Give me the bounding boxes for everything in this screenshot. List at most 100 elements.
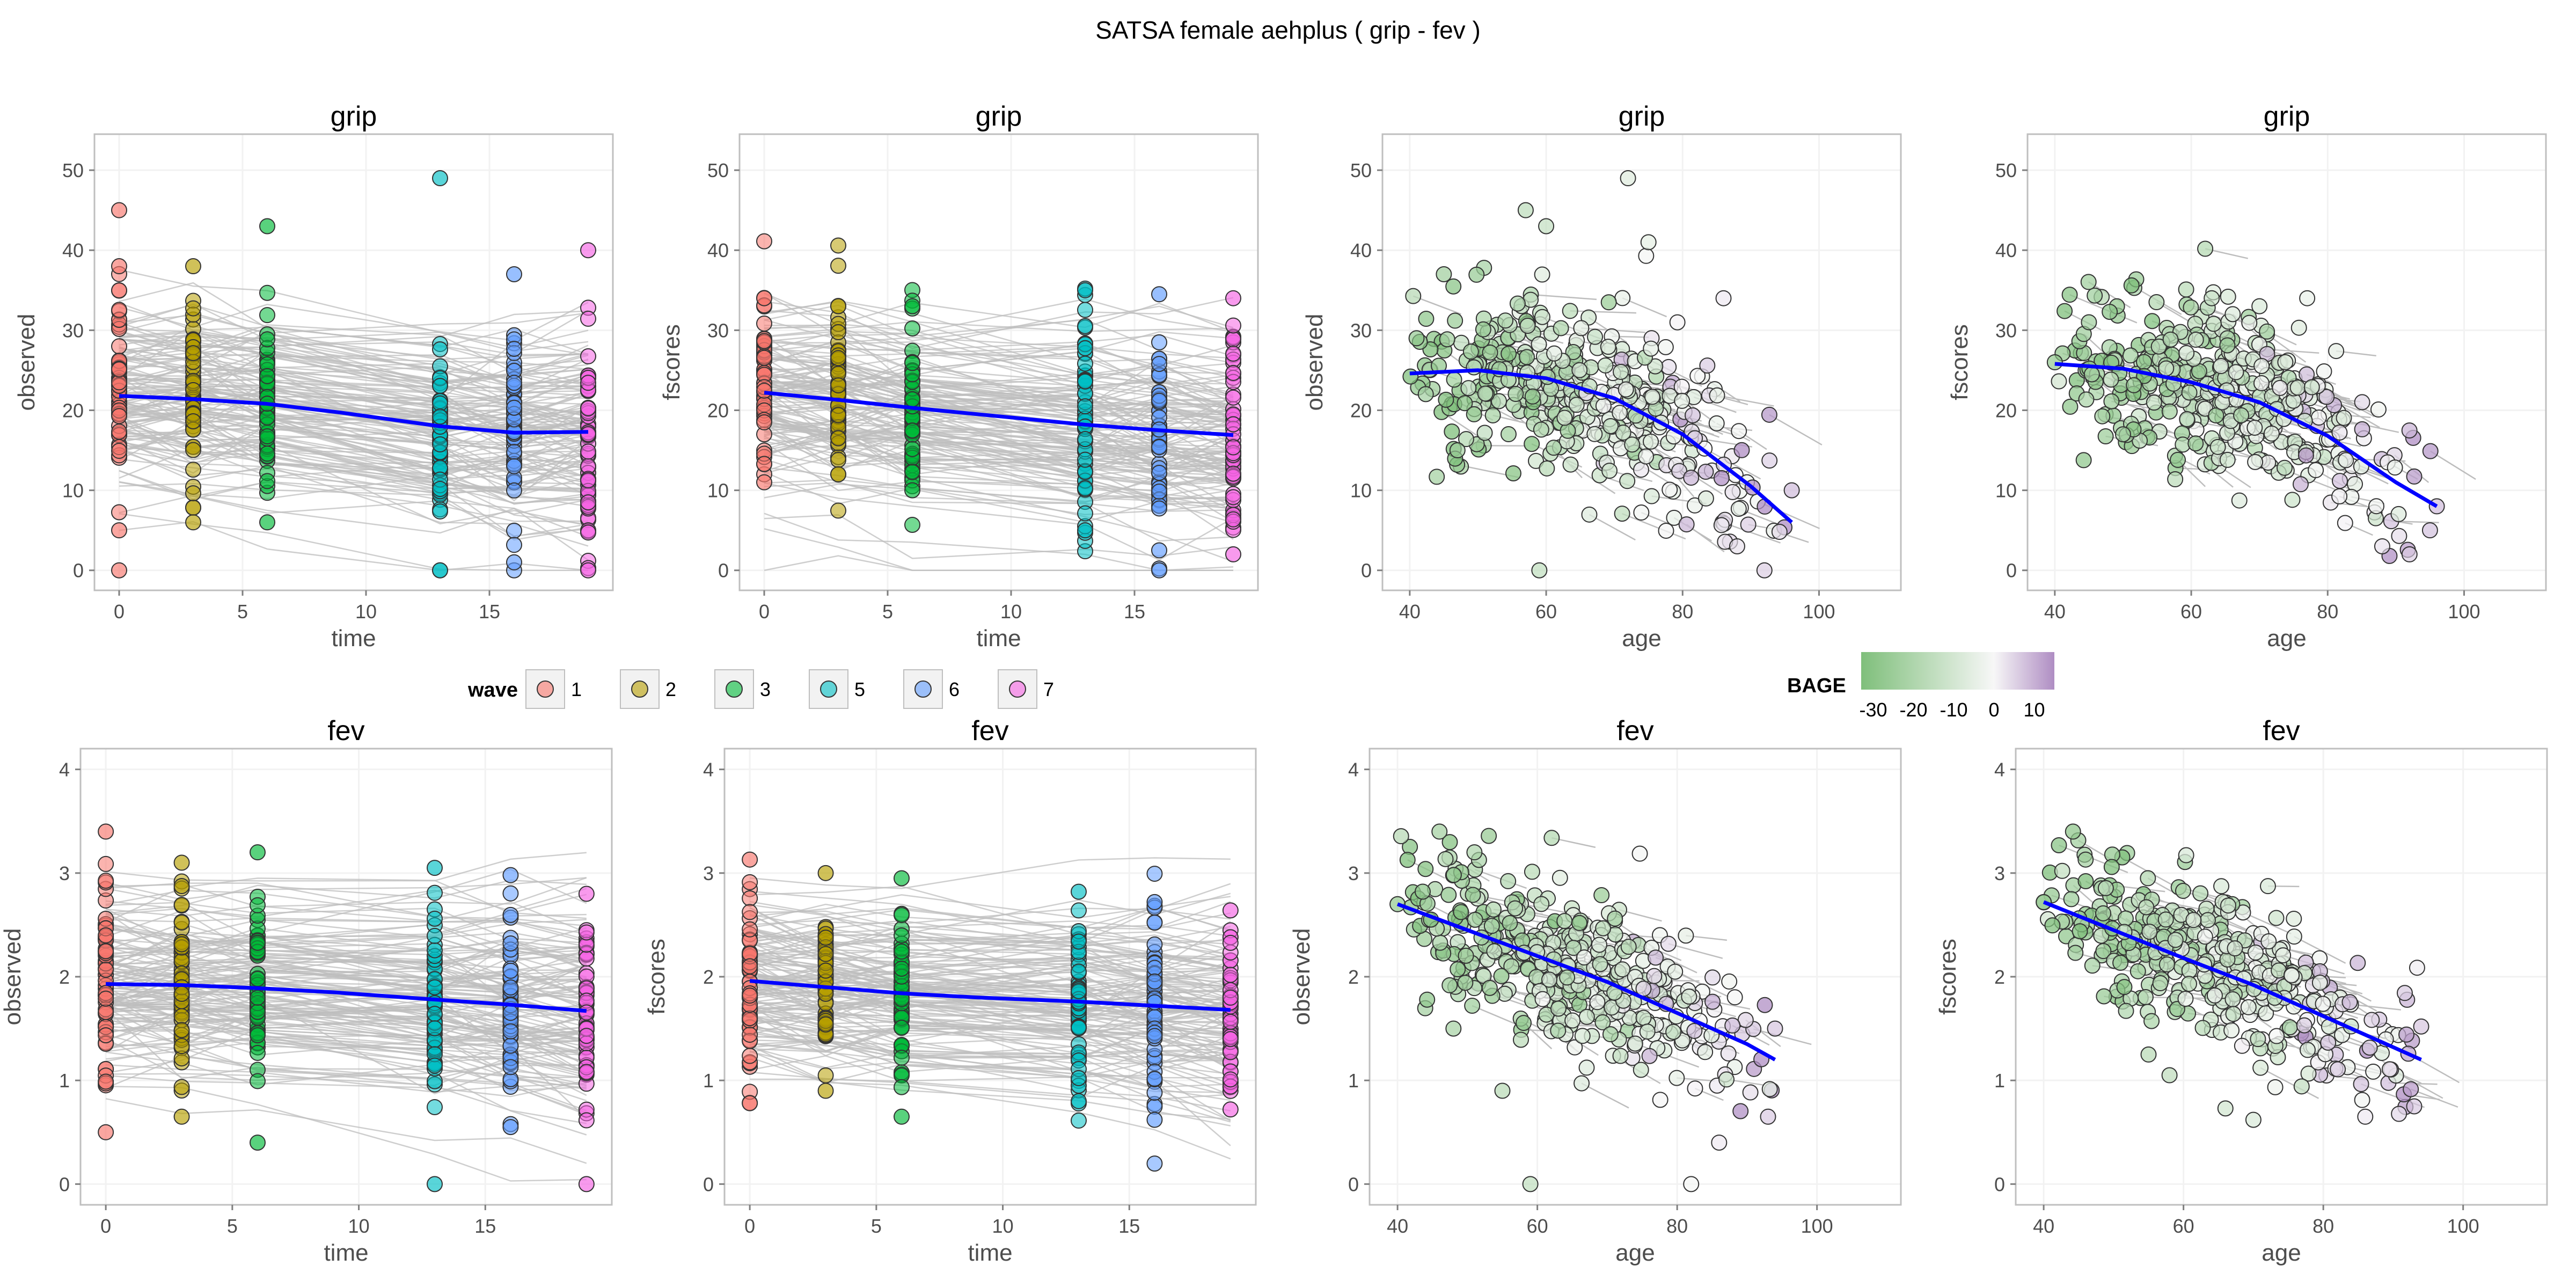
cloud-point <box>2268 1028 2285 1044</box>
cloud-point <box>2331 488 2348 504</box>
y-tick-label: 20 <box>1995 399 2017 421</box>
cloud-point <box>502 885 519 902</box>
cloud-point <box>2213 878 2230 895</box>
cloud-point <box>2284 492 2301 508</box>
cloud-point <box>259 473 275 489</box>
y-tick-label: 40 <box>1995 239 2017 261</box>
data-point <box>2299 290 2316 306</box>
data-point <box>894 1108 910 1125</box>
cloud-point <box>578 1028 595 1044</box>
cloud-point <box>1576 949 1592 966</box>
cloud-point <box>2181 384 2198 401</box>
cloud-point <box>1713 517 1730 533</box>
y-tick-label: 0 <box>703 1173 714 1195</box>
cloud-point <box>2143 1013 2160 1029</box>
cloud-point <box>830 324 846 340</box>
cloud-point <box>2381 1061 2398 1078</box>
y-tick-label: 3 <box>1348 862 1359 884</box>
cloud-point <box>1151 334 1167 350</box>
cloud-point <box>250 1044 266 1061</box>
cloud-point <box>2224 306 2241 323</box>
data-point <box>2077 851 2094 868</box>
x-axis-title: age <box>2262 1240 2301 1266</box>
panel-title: grip <box>2264 101 2310 132</box>
cloud-point <box>1571 914 1587 931</box>
y-tick-label: 50 <box>62 159 84 181</box>
trajectory-line <box>1753 1028 1812 1045</box>
cloud-point <box>111 361 127 378</box>
trajectory-line <box>119 366 589 394</box>
bage-legend-ticks: -30 -20 -10 0 10 <box>1859 699 2045 721</box>
cloud-point <box>1466 406 1482 422</box>
trajectory-line <box>1413 295 1461 315</box>
cloud-point <box>1639 1023 1656 1040</box>
cloud-point <box>250 990 266 1006</box>
cloud-point <box>2097 428 2114 445</box>
cloud-point <box>1556 913 1573 930</box>
trajectory-line <box>105 911 587 1024</box>
cloud-point <box>1689 368 1706 384</box>
cloud-point <box>2353 1076 2369 1093</box>
y-tick-label: 0 <box>1348 1173 1359 1195</box>
data-point <box>1711 1135 1728 1151</box>
cloud-point <box>2095 943 2112 960</box>
x-tick-label: 60 <box>2173 1215 2194 1237</box>
cloud-point <box>1222 989 1239 1006</box>
trajectory-line <box>2351 1004 2402 1011</box>
wave-legend-title: wave <box>467 679 518 701</box>
trajectory-line <box>1717 394 1774 407</box>
cloud-point <box>432 408 448 425</box>
cloud-point <box>2225 1006 2242 1022</box>
trajectory-line <box>749 1024 1231 1059</box>
trajectory-line <box>119 413 589 474</box>
x-tick-label: 80 <box>2317 601 2338 623</box>
data-point <box>2114 426 2131 443</box>
axis-ticks: 0 5 10 15 0 1 2 3 4 <box>59 759 496 1237</box>
trajectory-line <box>750 892 1231 942</box>
trajectory-line <box>749 984 1231 1066</box>
cloud-point <box>580 400 596 417</box>
data-point <box>2251 298 2268 314</box>
data-point <box>1436 266 1452 282</box>
cloud-point <box>173 1008 190 1024</box>
y-tick-label: 10 <box>1995 480 2017 502</box>
panel-border <box>93 133 614 591</box>
cloud-point <box>1429 469 1445 485</box>
wave-legend-swatch <box>820 680 837 698</box>
panel-8: 40 60 80 100 0 1 2 3 4 fev age fscores <box>1935 715 2548 1266</box>
cloud-point <box>427 1057 443 1074</box>
cloud-point <box>1077 431 1093 448</box>
y-tick-label: 0 <box>59 1173 70 1195</box>
cloud-point <box>2337 515 2353 531</box>
cloud-point <box>98 943 114 960</box>
cloud-point <box>2228 364 2244 380</box>
cloud-point <box>904 355 920 371</box>
trajectory-line <box>1668 943 1723 959</box>
trajectory-line <box>106 990 587 1012</box>
cloud-point <box>1531 336 1547 353</box>
cloud-point <box>1151 500 1167 517</box>
trajectory-line <box>764 301 1234 332</box>
y-tick-label: 0 <box>1361 560 1372 582</box>
trajectory-line <box>749 1000 1231 1038</box>
cloud-point <box>904 422 920 439</box>
cloud-point <box>742 874 758 890</box>
trajectory-line <box>119 521 589 571</box>
cloud-point <box>2281 1019 2298 1036</box>
cloud-point <box>2126 377 2142 393</box>
x-tick-label: 80 <box>1672 601 1693 623</box>
trajectory-line <box>764 292 1234 337</box>
cloud-point <box>111 338 127 355</box>
cloud-point <box>2241 314 2258 331</box>
cloud-point <box>250 1004 266 1020</box>
cloud-point <box>756 233 772 250</box>
trajectory-line <box>750 978 1231 1001</box>
cloud-point <box>506 522 522 539</box>
cloud-point <box>1225 416 1241 433</box>
x-tick-label: 0 <box>100 1215 111 1237</box>
cloud-point <box>2387 459 2403 476</box>
trajectory-line <box>749 907 1231 954</box>
cloud-point <box>2170 451 2186 468</box>
